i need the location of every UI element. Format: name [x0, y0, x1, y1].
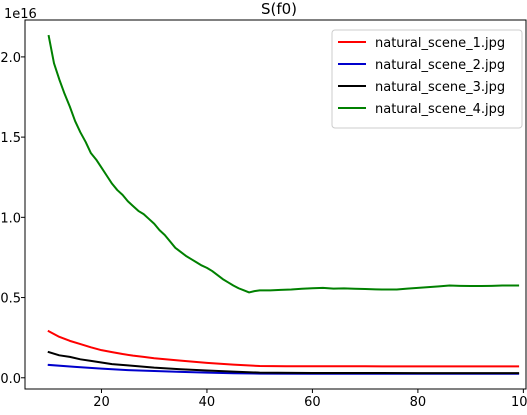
series-line-1 — [47, 329, 520, 368]
y-tick-label: 0.0 — [0, 372, 21, 387]
series-layer — [47, 34, 520, 375]
series-line-3 — [47, 350, 520, 375]
x-axis: 20 40 60 80 100 — [93, 389, 527, 410]
y-tick-label: 2.0 — [0, 51, 21, 66]
x-tick-label: 20 — [93, 395, 110, 410]
legend-label: natural_scene_1.jpg — [375, 36, 505, 51]
y-tick-label: 1.5 — [0, 131, 21, 146]
y-offset-label: 1e16 — [4, 7, 37, 22]
chart-title: S(f0) — [261, 0, 297, 18]
legend: natural_scene_1.jpg natural_scene_2.jpgna… — [331, 29, 523, 129]
x-tick-label: 80 — [410, 395, 427, 410]
legend-box — [331, 29, 523, 129]
x-tick-label: 40 — [199, 395, 216, 410]
plot-frame — [24, 19, 527, 390]
x-tick-label: 60 — [304, 395, 321, 410]
y-axis: 0.0 0.5 1.0 1.5 2.0 — [0, 51, 25, 387]
x-tick-label: 100 — [511, 395, 527, 410]
series-line-4 — [47, 34, 520, 294]
legend-label: natural_scene_2.jpg — [375, 58, 505, 73]
legend-label: natural_scene_4.jpg — [375, 102, 505, 117]
plot-area — [24, 19, 527, 390]
legend-label: natural_scene_3.jpg — [375, 80, 505, 95]
y-tick-label: 1.0 — [0, 211, 21, 226]
y-tick-label: 0.5 — [0, 292, 21, 307]
